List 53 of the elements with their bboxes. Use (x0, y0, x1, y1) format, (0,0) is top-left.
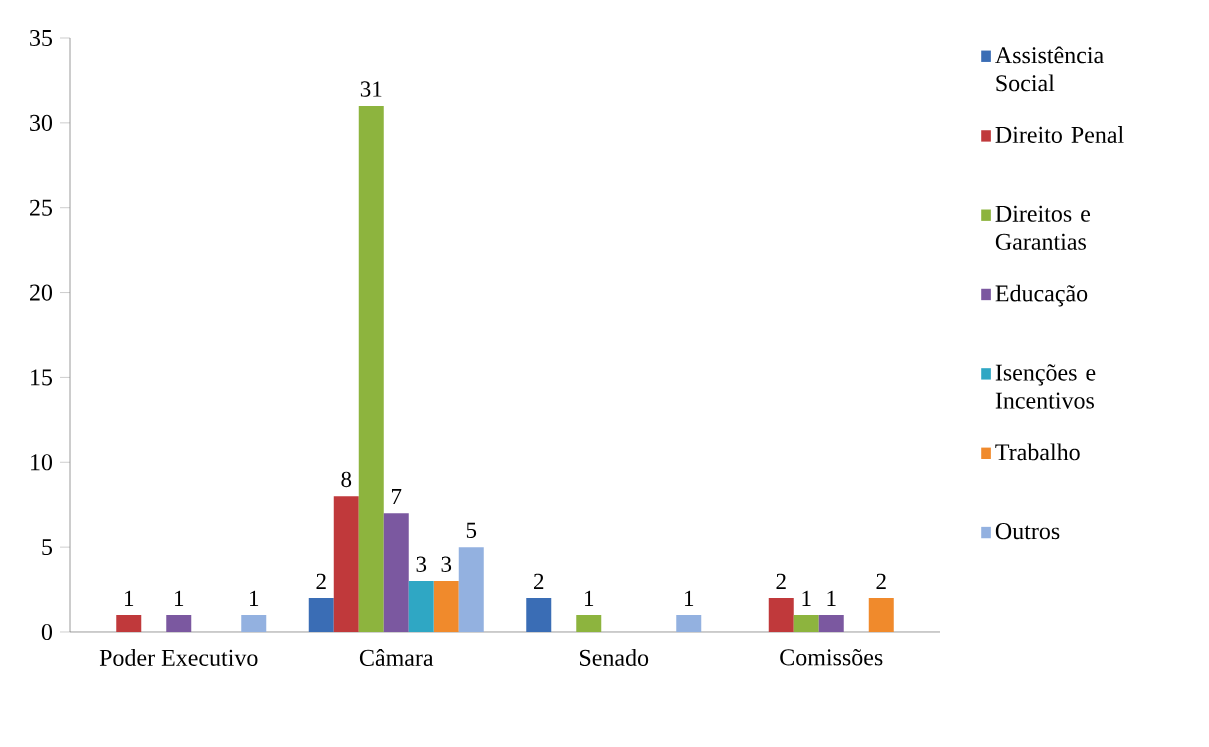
legend-label: Educação (995, 284, 1088, 307)
data-label: 1 (827, 590, 836, 606)
data-label: 1 (125, 590, 134, 606)
x-tick-label: Poder Executivo (99, 649, 258, 666)
legend-label: Trabalho (995, 443, 1080, 461)
y-tick-label: 5 (42, 539, 53, 556)
bar (333, 496, 359, 632)
data-label: 31 (360, 81, 382, 97)
bar (383, 513, 409, 632)
bar (116, 615, 142, 632)
bar (241, 615, 267, 632)
y-tick-label: 15 (31, 369, 53, 386)
data-label: 3 (416, 556, 427, 572)
bar (408, 581, 434, 632)
bar (166, 615, 192, 632)
data-label: 2 (534, 573, 544, 589)
x-tick-label: Câmara (359, 649, 434, 666)
data-label: 3 (441, 556, 452, 572)
bar (793, 615, 819, 632)
bar (868, 598, 894, 632)
y-tick-label: 0 (41, 623, 53, 641)
bar (768, 598, 794, 632)
bar (358, 105, 384, 632)
legend-label: Outros (995, 523, 1060, 540)
data-label: 1 (250, 590, 259, 606)
bar (676, 615, 702, 632)
data-label: 1 (585, 590, 594, 606)
data-label: 2 (876, 573, 886, 589)
y-tick-label: 10 (31, 454, 53, 471)
data-label: 1 (802, 590, 811, 606)
legend-label: Direito Penal (995, 126, 1124, 143)
y-tick-label: 20 (30, 284, 53, 301)
bar (458, 547, 484, 632)
data-label: 2 (316, 573, 326, 589)
bar (576, 615, 602, 632)
data-label: 7 (392, 489, 402, 505)
legend-label: Assistência Social (995, 46, 1104, 92)
bar (818, 615, 844, 632)
y-tick-label: 35 (30, 29, 53, 47)
legend-label: Isenções e Incentivos (995, 364, 1096, 409)
data-label: 1 (685, 590, 694, 606)
data-label: 2 (776, 573, 786, 589)
data-label: 1 (175, 590, 184, 606)
data-label: 5 (466, 522, 477, 539)
legend-label: Direitos e Garantias (995, 205, 1091, 250)
bar (526, 598, 552, 632)
x-tick-label: Comissões (780, 649, 883, 666)
data-label: 8 (341, 471, 352, 488)
y-tick-label: 30 (30, 114, 53, 131)
x-tick-label: Senado (580, 649, 649, 666)
bar (433, 581, 459, 632)
bar (308, 598, 334, 632)
y-tick-label: 25 (30, 199, 53, 216)
